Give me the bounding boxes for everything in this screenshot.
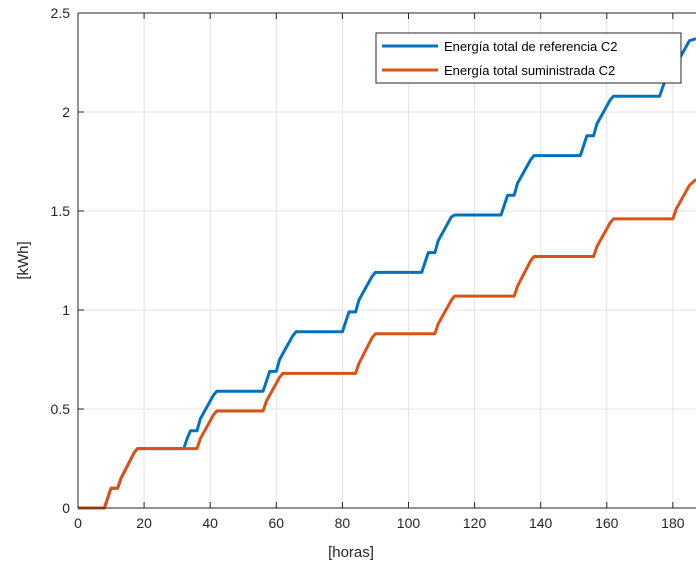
y-axis-label: [kWh] [15,241,32,279]
x-tick-label-0: 0 [74,515,82,531]
x-axis-label: [horas] [328,544,374,561]
x-tick-labels: 0 20 40 60 80 100 120 140 160 180 [74,515,685,531]
series-layer [78,37,696,510]
y-tick-label-1: 1 [62,302,70,318]
legend: Energía total de referencia C2 Energía t… [375,32,682,84]
y-tick-labels: 0 0.5 1 1.5 2 2.5 [51,5,71,516]
legend-entry-reference: Energía total de referencia C2 [444,39,617,54]
x-tick-label-80: 80 [335,515,351,531]
x-tick-label-40: 40 [202,515,218,531]
y-tick-label-2.5: 2.5 [51,5,71,21]
y-tick-label-0: 0 [62,500,70,516]
axes [77,12,696,509]
plot-area [78,13,696,508]
x-tick-label-60: 60 [268,515,284,531]
x-tick-label-180: 180 [661,515,685,531]
x-tick-label-160: 160 [595,515,619,531]
legend-entry-supplied: Energía total suministrada C2 [444,63,615,78]
series-line-reference [78,37,696,510]
legend-box [375,32,682,84]
grid-lines [78,13,696,508]
series-line-supplied [78,178,696,510]
x-tick-label-20: 20 [136,515,152,531]
y-tick-label-1.5: 1.5 [51,203,71,219]
y-tick-label-0.5: 0.5 [51,401,71,417]
y-tick-label-2: 2 [62,104,70,120]
x-tick-label-100: 100 [397,515,421,531]
x-tick-label-120: 120 [463,515,487,531]
x-tick-label-140: 140 [529,515,553,531]
